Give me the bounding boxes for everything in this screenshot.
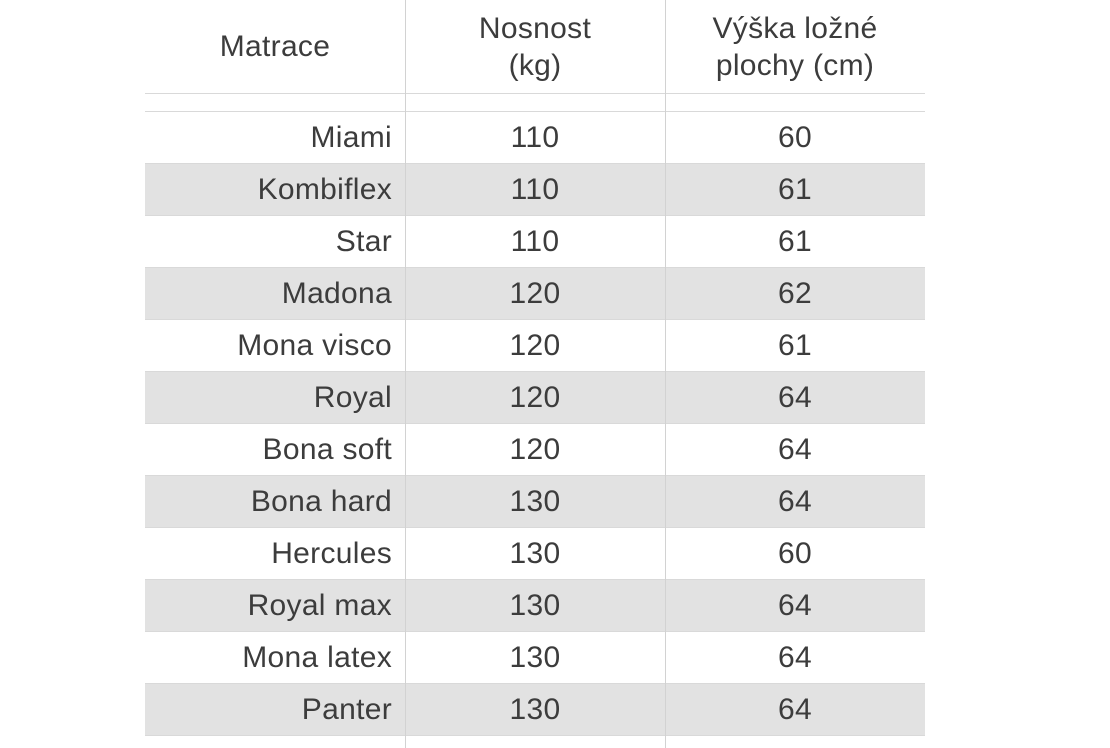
table-header-row: Matrace Nosnost (kg) Výška ložné plochy … xyxy=(145,0,925,94)
table-row: Mona latex 130 64 xyxy=(145,632,925,684)
cell-bed-height: 61 xyxy=(778,224,812,258)
table-row: Bona hard 130 64 xyxy=(145,476,925,528)
column-header-vyska: Výška ložné plochy (cm) xyxy=(665,0,925,93)
cell-mattress-name: Mona visco xyxy=(237,328,392,362)
cell-mattress-name: Bona soft xyxy=(262,432,392,466)
cell-bed-height: 60 xyxy=(778,120,812,154)
cell-mattress-name: Royal xyxy=(313,380,392,414)
table-row: Bona soft 120 64 xyxy=(145,424,925,476)
cell-mattress-name: Hercules xyxy=(271,536,392,570)
cell-mattress-name: Bona hard xyxy=(250,484,392,518)
cell-load-capacity: 120 xyxy=(509,432,561,466)
cell-load-capacity: 130 xyxy=(509,484,561,518)
column-header-matrace: Matrace xyxy=(145,0,405,93)
cell-mattress-name: Mona latex xyxy=(242,640,392,674)
cell-mattress-name: Star xyxy=(335,224,392,258)
table-row: Hercules 130 60 xyxy=(145,528,925,580)
cell-bed-height: 64 xyxy=(778,484,812,518)
table-row: Miami 110 60 xyxy=(145,112,925,164)
header-spacer-row xyxy=(145,94,925,112)
cell-mattress-name: Madona xyxy=(281,276,392,310)
cell-load-capacity: 130 xyxy=(509,588,561,622)
column-header-label-line2: (kg) xyxy=(508,48,562,82)
column-divider-1 xyxy=(405,0,406,748)
cell-load-capacity: 110 xyxy=(510,172,560,206)
cell-load-capacity: 110 xyxy=(510,120,560,154)
cell-load-capacity: 110 xyxy=(510,224,560,258)
cell-bed-height: 64 xyxy=(778,432,812,466)
cell-bed-height: 61 xyxy=(778,172,812,206)
column-header-label-line2: plochy (cm) xyxy=(715,48,875,82)
table-row: Royal max 130 64 xyxy=(145,580,925,632)
cell-load-capacity: 120 xyxy=(509,380,561,414)
column-header-label: Matrace xyxy=(219,30,331,63)
cell-bed-height: 64 xyxy=(778,640,812,674)
cell-bed-height: 62 xyxy=(778,276,812,310)
cell-load-capacity: 120 xyxy=(509,328,561,362)
cell-bed-height: 60 xyxy=(778,536,812,570)
column-header-label-line1: Výška ložné xyxy=(712,11,878,45)
cell-mattress-name: Royal max xyxy=(247,588,392,622)
cell-mattress-name: Kombiflex xyxy=(257,172,392,206)
cell-bed-height: 64 xyxy=(778,380,812,414)
column-header-nosnost: Nosnost (kg) xyxy=(405,0,665,93)
cell-load-capacity: 120 xyxy=(509,276,561,310)
column-header-label-line1: Nosnost xyxy=(478,11,592,45)
column-divider-2 xyxy=(665,0,666,748)
cell-load-capacity: 130 xyxy=(509,692,561,726)
cell-bed-height: 61 xyxy=(778,328,812,362)
cell-load-capacity: 130 xyxy=(509,536,561,570)
cell-mattress-name: Panter xyxy=(301,692,392,726)
table-row: Kombiflex 110 61 xyxy=(145,164,925,216)
table-row: Royal 120 64 xyxy=(145,372,925,424)
cell-mattress-name: Miami xyxy=(310,120,392,154)
table-row: Panter 130 64 xyxy=(145,684,925,736)
cell-load-capacity: 130 xyxy=(509,640,561,674)
mattress-comparison-table: Matrace Nosnost (kg) Výška ložné plochy … xyxy=(145,0,925,748)
table-row: Madona 120 62 xyxy=(145,268,925,320)
table-row: Mona visco 120 61 xyxy=(145,320,925,372)
cell-bed-height: 64 xyxy=(778,588,812,622)
cell-bed-height: 64 xyxy=(778,692,812,726)
table-row: Star 110 61 xyxy=(145,216,925,268)
